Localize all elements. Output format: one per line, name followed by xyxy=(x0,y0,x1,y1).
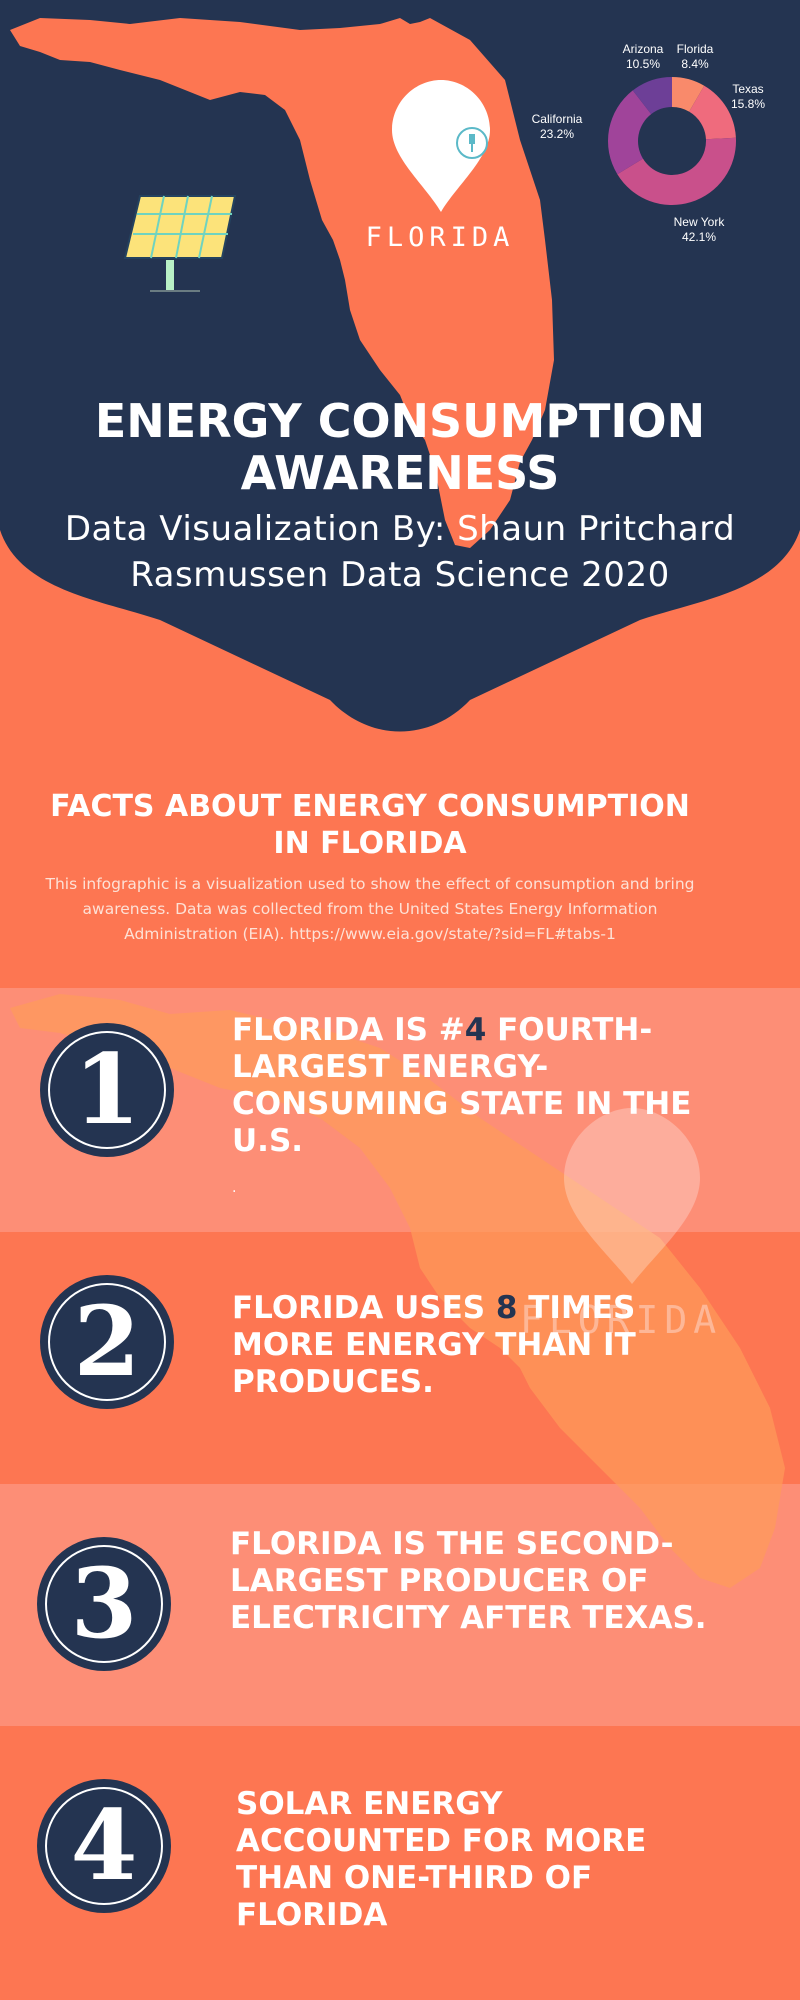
fact-badge-4: 4 xyxy=(40,1782,168,1910)
intro-line-3: Administration (EIA). https://www.eia.go… xyxy=(124,925,616,943)
fact-text-1: FLORIDA IS #4 FOURTH- LARGEST ENERGY- CO… xyxy=(232,1012,752,1160)
subtitle-line-1: Data Visualization By: Shaun Pritchard xyxy=(64,509,736,549)
fact-number-4: 4 xyxy=(70,1789,138,1902)
fact-4-line-1: SOLAR ENERGY xyxy=(236,1786,503,1822)
fact-number-1: 1 xyxy=(73,1033,141,1146)
fact-1-line-3: CONSUMING STATE IN THE xyxy=(232,1086,692,1122)
hero-banner xyxy=(0,0,800,740)
donut-slice-california xyxy=(608,90,652,175)
watermark-florida-map xyxy=(10,994,785,1588)
fact-2-line-3: PRODUCES. xyxy=(232,1364,434,1400)
fact-3-line-2: LARGEST PRODUCER OF xyxy=(230,1563,649,1599)
plug-icon xyxy=(456,127,488,159)
intro-line-1: This infographic is a visualization used… xyxy=(45,875,695,893)
chart-label-value: 42.1% xyxy=(681,230,717,244)
donut-slice-texas xyxy=(689,85,736,140)
chart-label-value: 15.8% xyxy=(730,97,766,111)
subtitle-line-2: Rasmussen Data Science 2020 xyxy=(130,555,670,595)
fact-number-2: 2 xyxy=(73,1285,141,1398)
fact-1-line-4: U.S. xyxy=(232,1123,304,1159)
donut-slice-new-york xyxy=(617,137,736,206)
fact-badge-2: 2 xyxy=(43,1278,171,1406)
fact-2-line-1: FLORIDA USES 8 TIMES xyxy=(232,1290,636,1326)
page-title: ENERGY CONSUMPTION AWARENESS xyxy=(0,395,800,499)
fact-badge-1: 1 xyxy=(43,1026,171,1154)
facts-heading: FACTS ABOUT ENERGY CONSUMPTION IN FLORID… xyxy=(0,788,740,862)
facts-heading-line-2: IN FLORIDA xyxy=(273,826,467,861)
donut-label-florida: Florida 8.4% xyxy=(660,42,730,72)
chart-label-value: 10.5% xyxy=(625,57,661,71)
fact-3-line-3: ELECTRICITY AFTER TEXAS. xyxy=(230,1600,707,1636)
watermark-label: FLORIDA xyxy=(520,1298,723,1342)
chart-label-name: California xyxy=(531,112,583,126)
intro-line-2: awareness. Data was collected from the U… xyxy=(82,900,658,918)
fact-3-line-1: FLORIDA IS THE SECOND- xyxy=(230,1526,674,1562)
facts-heading-line-1: FACTS ABOUT ENERGY CONSUMPTION xyxy=(50,789,690,824)
chart-label-name: New York xyxy=(673,215,725,229)
page-title-line-1: ENERGY CONSUMPTION xyxy=(94,394,706,448)
intro-paragraph: This infographic is a visualization used… xyxy=(30,872,710,947)
donut-slice-florida xyxy=(672,77,705,112)
map-label: FLORIDA xyxy=(365,222,515,253)
chart-label-name: Florida xyxy=(676,42,714,56)
map-pin-icon xyxy=(392,80,490,212)
donut-label-texas: Texas 15.8% xyxy=(713,82,783,112)
chart-label-name: Arizona xyxy=(622,42,664,56)
donut-slice-arizona xyxy=(632,77,672,115)
fact-4-line-2: ACCOUNTED FOR MORE xyxy=(236,1823,647,1859)
donut-label-new-york: New York 42.1% xyxy=(664,215,734,245)
solar-panel-icon xyxy=(123,195,237,292)
fact-badge-3: 3 xyxy=(40,1540,168,1668)
fact-number-3: 3 xyxy=(70,1547,138,1660)
hero-background xyxy=(0,0,800,732)
chart-label-name: Texas xyxy=(732,82,764,96)
fact-4-line-4: FLORIDA xyxy=(236,1897,388,1933)
fact-2-line-2: MORE ENERGY THAN IT xyxy=(232,1327,636,1363)
donut-label-arizona: Arizona 10.5% xyxy=(608,42,678,72)
donut-label-california: California 23.2% xyxy=(522,112,592,142)
donut-chart xyxy=(608,77,736,206)
fact-text-2: FLORIDA USES 8 TIMES MORE ENERGY THAN IT… xyxy=(232,1290,772,1401)
fact-1-trailing: . xyxy=(232,1180,237,1196)
chart-label-value: 23.2% xyxy=(539,127,575,141)
page-subtitle: Data Visualization By: Shaun Pritchard R… xyxy=(0,506,800,598)
watermark-pin-icon xyxy=(564,1108,700,1284)
fact-text-4: SOLAR ENERGY ACCOUNTED FOR MORE THAN ONE… xyxy=(236,1786,756,1934)
fact-text-3: FLORIDA IS THE SECOND- LARGEST PRODUCER … xyxy=(230,1526,790,1637)
fact-1-line-1: FLORIDA IS #4 FOURTH- xyxy=(232,1012,653,1048)
fact-4-line-3: THAN ONE-THIRD OF xyxy=(236,1860,593,1896)
fact-1-line-2: LARGEST ENERGY- xyxy=(232,1049,549,1085)
page-title-line-2: AWARENESS xyxy=(240,446,560,500)
chart-label-value: 8.4% xyxy=(681,57,709,71)
